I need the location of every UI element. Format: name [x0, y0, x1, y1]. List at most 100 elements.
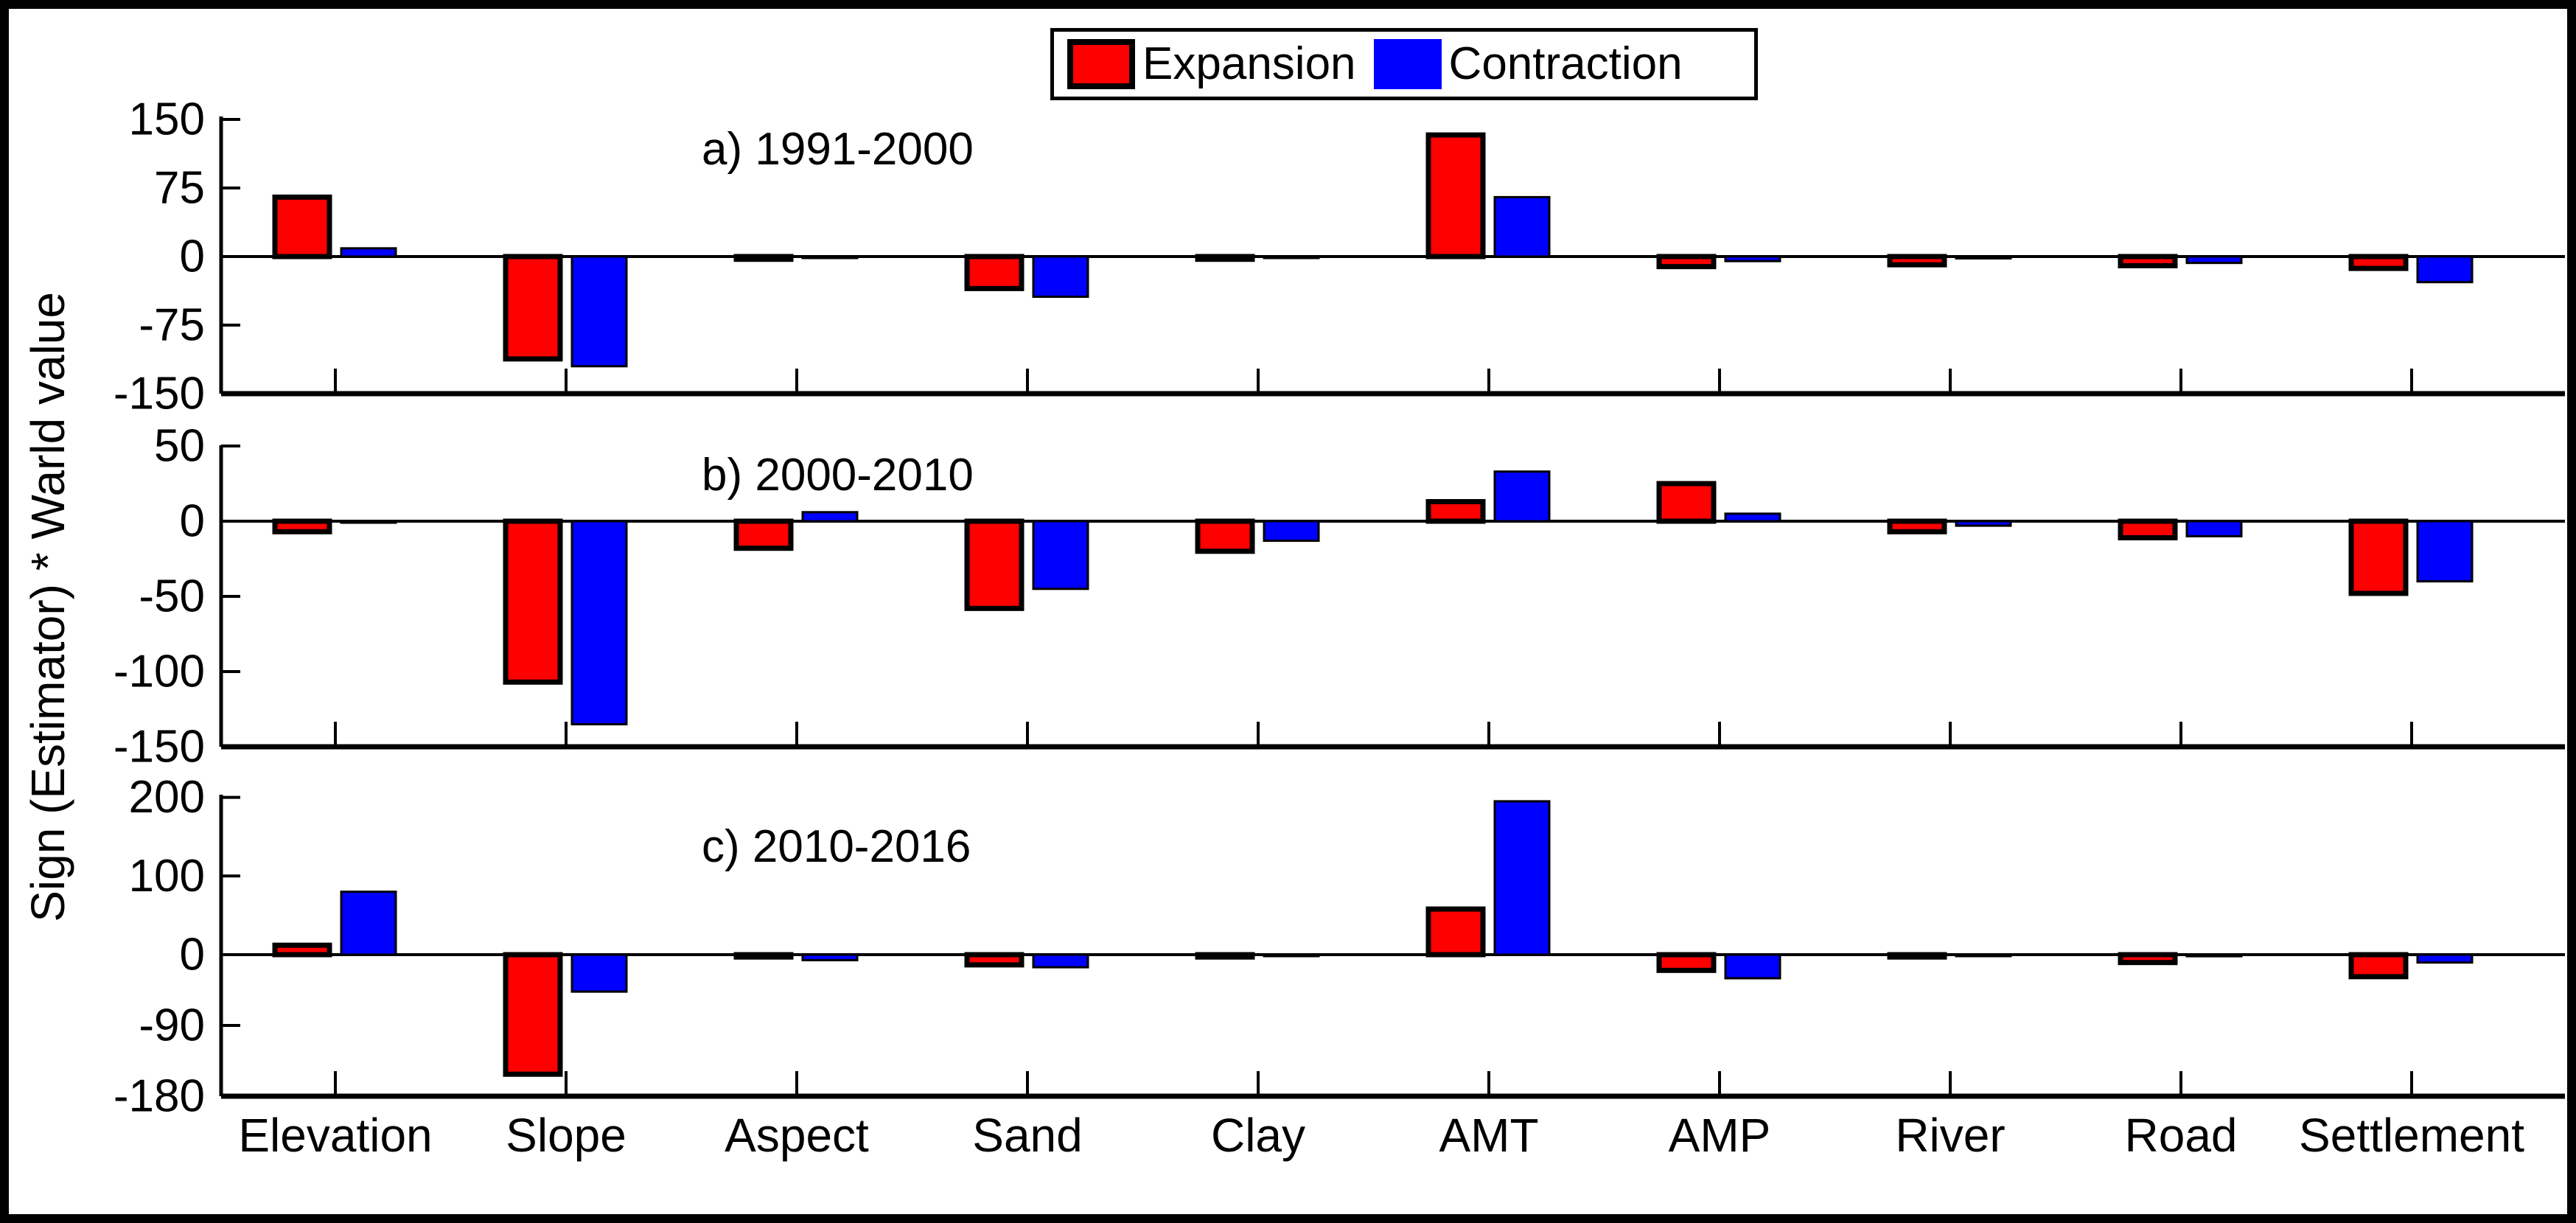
y-tick-label: -150 [114, 369, 205, 419]
x-category-label: Settlement [2299, 1109, 2524, 1162]
bar-expansion-slope-c [503, 952, 563, 1077]
bar-expansion-elevation-c [272, 942, 332, 958]
x-category-label: River [1895, 1109, 2005, 1162]
bar-contraction-settlement-b [2416, 520, 2474, 583]
bar-contraction-river-c [1955, 953, 2012, 958]
x-category-label: Aspect [725, 1109, 869, 1162]
panel-c-title: c) 2010-2016 [702, 821, 971, 872]
bar-expansion-river-c [1887, 952, 1947, 960]
legend-label-expansion: Expansion [1142, 38, 1356, 89]
bar-expansion-road-b [2118, 518, 2178, 540]
panel-a: 150 75 0 -75 -150 [114, 94, 2565, 419]
y-tick-label: -90 [139, 1000, 205, 1051]
y-tick-label: 75 [154, 163, 205, 214]
bar-expansion-slope-b [503, 518, 563, 685]
bar-contraction-elevation-b [340, 520, 397, 524]
bar-expansion-aspect-a [733, 254, 794, 262]
x-category-label: Clay [1211, 1109, 1305, 1162]
bar-expansion-clay-a [1195, 254, 1255, 262]
bar-expansion-amp-a [1656, 254, 1717, 270]
panel-b: 50 0 -50 -100 -150 [114, 421, 2565, 773]
x-category-label: Road [2125, 1109, 2238, 1162]
y-tick-label: 100 [129, 851, 205, 902]
bar-expansion-clay-b [1195, 518, 1255, 554]
bar-contraction-sand-a [1032, 255, 1089, 299]
bar-contraction-slope-c [570, 953, 628, 993]
bar-contraction-clay-b [1263, 520, 1320, 543]
y-tick-label: 0 [180, 231, 205, 282]
y-tick-label: -50 [139, 571, 205, 622]
y-tick-label: -100 [114, 647, 205, 697]
bar-contraction-settlement-a [2416, 255, 2474, 284]
bar-expansion-sand-c [964, 952, 1025, 968]
y-tick-label: 200 [129, 772, 205, 823]
legend-swatch-expansion [1067, 39, 1135, 89]
bar-contraction-amp-a [1724, 255, 1781, 262]
bar-expansion-amt-a [1425, 132, 1486, 259]
bar-expansion-settlement-c [2348, 952, 2409, 980]
bar-contraction-clay-c [1263, 953, 1320, 958]
y-tick-label: -75 [139, 300, 205, 351]
bar-contraction-clay-a [1263, 255, 1320, 259]
bar-expansion-aspect-b [733, 518, 794, 551]
x-category-label: AMT [1439, 1109, 1538, 1162]
bar-expansion-road-c [2118, 952, 2178, 966]
y-tick-label: 150 [129, 94, 205, 145]
bar-contraction-elevation-a [340, 247, 397, 258]
bar-contraction-sand-b [1032, 520, 1089, 590]
bar-contraction-amt-c [1493, 800, 1551, 956]
panel-b-title: b) 2000-2010 [702, 450, 974, 501]
bar-contraction-slope-a [570, 255, 628, 368]
bar-contraction-aspect-b [801, 511, 859, 523]
bar-expansion-settlement-b [2348, 518, 2409, 596]
y-tick-label: -180 [114, 1071, 205, 1122]
x-category-label: Elevation [238, 1109, 432, 1162]
bar-contraction-aspect-a [801, 255, 859, 259]
bar-expansion-aspect-c [733, 952, 794, 960]
bar-contraction-road-c [2185, 953, 2243, 958]
bar-expansion-river-a [1887, 254, 1947, 268]
bar-contraction-sand-c [1032, 953, 1089, 969]
y-tick-label: 50 [154, 421, 205, 472]
bar-contraction-road-a [2185, 255, 2243, 265]
y-axis-label: Sign (Estimator) * Warld value [21, 291, 74, 922]
bar-contraction-slope-b [570, 520, 628, 725]
legend-swatch-contraction [1373, 39, 1442, 89]
bar-expansion-river-b [1887, 518, 1947, 534]
bar-expansion-amt-b [1425, 498, 1486, 524]
bar-expansion-sand-a [964, 254, 1025, 291]
bar-expansion-elevation-a [272, 194, 332, 259]
bar-contraction-road-b [2185, 520, 2243, 537]
bar-contraction-elevation-c [340, 891, 397, 956]
bar-contraction-river-b [1955, 520, 2012, 527]
panel-a-title: a) 1991-2000 [702, 124, 974, 175]
bar-expansion-clay-c [1195, 952, 1255, 960]
bar-expansion-sand-b [964, 518, 1025, 611]
bar-expansion-settlement-a [2348, 254, 2409, 271]
legend-label-contraction: Contraction [1448, 38, 1683, 89]
y-tick-label: 0 [180, 930, 205, 980]
bar-expansion-road-a [2118, 254, 2178, 268]
bar-contraction-settlement-c [2416, 953, 2474, 964]
bar-expansion-amp-c [1656, 952, 1717, 973]
bar-contraction-amt-a [1493, 195, 1551, 258]
bar-contraction-river-a [1955, 255, 2012, 259]
bar-contraction-amp-c [1724, 953, 1781, 980]
bar-expansion-amp-b [1656, 481, 1717, 524]
bar-contraction-aspect-c [801, 953, 859, 961]
bar-expansion-amt-c [1425, 906, 1486, 958]
legend: Expansion Contraction [1050, 28, 1758, 100]
x-category-label: Sand [972, 1109, 1082, 1162]
x-category-label: Slope [506, 1109, 626, 1162]
bar-contraction-amp-b [1724, 512, 1781, 523]
bar-contraction-amt-b [1493, 470, 1551, 523]
y-tick-label: -150 [114, 722, 205, 773]
bar-expansion-elevation-b [272, 518, 332, 534]
y-tick-label: 0 [180, 496, 205, 547]
panel-c: 200 100 0 -90 -180 [114, 772, 2565, 1122]
bar-expansion-slope-a [503, 254, 563, 362]
y-axis-label-box: Sign (Estimator) * Warld value [21, 116, 75, 1097]
